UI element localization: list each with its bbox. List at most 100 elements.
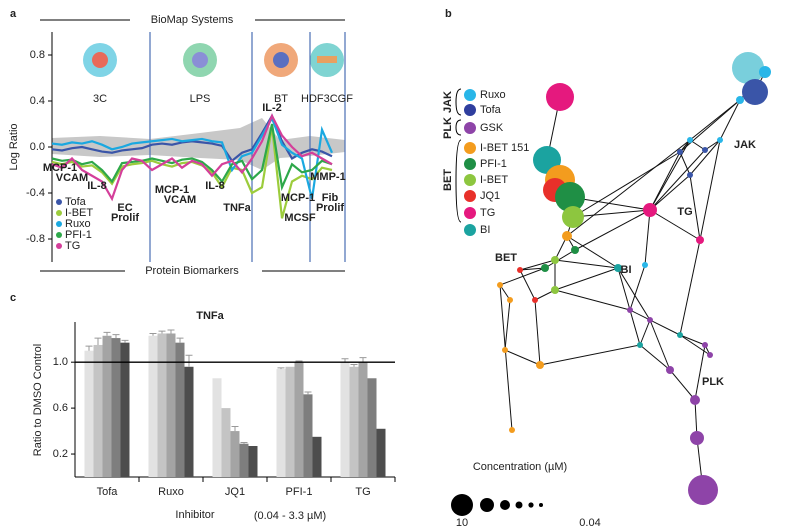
network-edge [649,149,706,211]
bar [120,342,130,477]
error-bar [167,329,175,334]
legend-marker [56,243,62,249]
network-edge [629,264,646,311]
network-edge [534,299,541,366]
network-edge [554,267,619,291]
network-edge [566,235,619,269]
error-bar [103,331,111,336]
network-edge [649,174,691,211]
network-node [551,286,559,294]
network-node [690,395,700,405]
chart-title: TNFa [196,310,224,322]
network-edge [679,151,691,176]
section-label: HDF3CGF [301,93,353,105]
y-tick-label: -0.8 [26,233,45,245]
network-edge [699,139,721,241]
network-edge [649,319,671,371]
section-label: 3C [93,93,107,105]
legend-label: Tofa [65,196,87,208]
network-node [647,317,653,323]
network-edge [572,209,651,218]
bar [349,366,359,477]
annotation: IL-8 [87,180,107,192]
legend-marker [56,221,62,227]
y-tick-label: -0.4 [26,187,45,199]
legend-marker [464,158,476,170]
size-legend-max: 10 [456,517,468,529]
annotation: IL-2 [262,102,282,114]
network-label: BI [621,264,632,276]
legend-marker [464,224,476,236]
group-label: JAK [442,91,454,113]
network-edge [689,139,721,176]
bar [230,431,240,477]
line-series [51,113,333,202]
bar [93,344,103,477]
network-node [687,137,693,143]
icon [92,52,108,68]
network-node [562,206,584,228]
group-brace [455,119,462,136]
network-edge [499,284,511,301]
legend-marker [464,104,476,116]
annotation: IL-8 [205,180,225,192]
network-node [642,262,648,268]
network-edge [649,209,701,241]
y-tick-label: 0.4 [30,95,45,107]
network-label: BET [495,252,517,264]
network-node [532,297,538,303]
y-axis-label: Log Ratio [8,123,20,170]
bar [175,342,185,477]
x-tick-label: Ruxo [158,486,184,498]
legend-marker [56,210,62,216]
legend-label: BI [480,224,490,236]
network-edge [504,349,541,366]
error-bar [240,442,248,444]
error-bar [121,339,129,343]
size-legend-marker [480,498,494,512]
bar [157,333,167,477]
bar [303,394,313,477]
network-node [562,231,572,241]
network-edge [572,151,681,218]
bar [294,362,304,477]
bar [148,335,158,477]
network-edge [719,99,741,141]
bar [102,335,112,477]
network-node [502,347,508,353]
annotation: MCP-1 [43,162,77,174]
network-edge [689,174,701,241]
error-bar [94,337,102,345]
network-node [551,256,559,264]
header: BioMap Systems [151,14,234,26]
network-node [643,203,657,217]
legend-label: I-BET [65,207,93,219]
network-edge [639,319,651,346]
bar [276,369,286,477]
network-edge [644,209,651,266]
network-edge [694,344,706,401]
panel-letter: c [10,292,16,304]
network-edge [679,334,711,356]
error-bar [85,345,93,351]
size-legend-marker [451,494,473,516]
size-legend-marker [539,503,543,507]
network-edge [669,369,696,401]
icon [273,52,289,68]
bar [184,366,194,477]
network-node [666,366,674,374]
error-bar [359,357,367,363]
legend-label: PFI-1 [480,158,507,170]
legend-label: GSK [480,122,504,134]
error-bar [231,425,239,432]
network-node [497,282,503,288]
legend-label: TG [480,207,495,219]
error-bar [185,354,193,367]
network-edge [679,239,701,336]
network-edge [649,139,691,211]
annotation: TNFa [223,202,251,214]
bar [376,428,386,477]
error-bar [304,391,312,395]
